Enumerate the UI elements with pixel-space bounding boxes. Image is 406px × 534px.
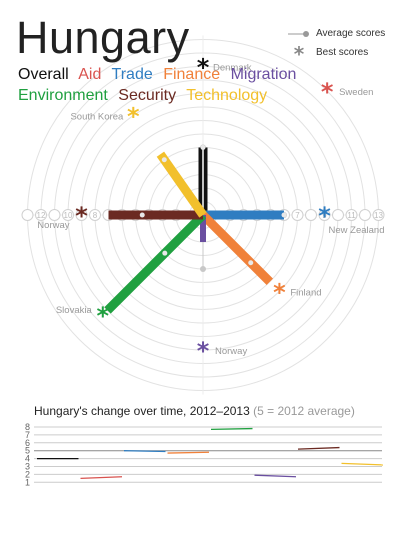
timeline-note: (5 = 2012 average) (253, 404, 355, 418)
best-score-asterisk-migration: * (197, 337, 210, 365)
timeline-segment-security (297, 446, 340, 450)
timeline-ytick: 4 (25, 454, 30, 464)
category-security: Security (118, 87, 177, 104)
category-row-1: Overall Aid Trade Finance Migration (18, 67, 302, 83)
average-dot-on-bar-security (139, 212, 145, 218)
best-country-label: Slovakia (56, 305, 93, 316)
average-dot-on-bar-technology (161, 157, 167, 163)
ring-label-badge (318, 209, 331, 221)
ring-label: 7 (295, 211, 300, 220)
legend-average: Average scores (316, 28, 386, 39)
timeline-ytick: 5 (25, 446, 30, 456)
ring-label-badge (291, 209, 304, 221)
average-dot-on-bar-finance (248, 260, 254, 266)
ring-label-badge (35, 209, 47, 221)
ring-label-badge (372, 209, 385, 221)
score-bar-technology (156, 151, 207, 218)
best-country-label: Finland (290, 287, 321, 298)
ring-label-badge (332, 209, 344, 221)
score-bar-finance (199, 211, 274, 286)
best-country-label: New Zealand (329, 225, 385, 236)
timeline-ytick: 2 (25, 469, 30, 479)
best-score-asterisk-finance: * (273, 278, 286, 306)
best-score-asterisk-technology: * (127, 102, 140, 130)
ring-label-badge (359, 209, 371, 221)
category-finance: Finance (163, 66, 221, 83)
legend-best: Best scores (316, 47, 369, 58)
average-dot-on-bar-environment (162, 250, 168, 256)
best-score-asterisk-trade: * (318, 202, 331, 230)
timeline-ytick: 7 (25, 430, 30, 440)
best-country-label: Denmark (213, 63, 252, 74)
timeline-title-text: Hungary's change over time, 2012–2013 (34, 404, 250, 418)
ring-label: 13 (374, 211, 383, 220)
category-aid: Aid (78, 66, 102, 83)
category-environment: Environment (18, 87, 108, 104)
ring-label: 10 (64, 211, 73, 220)
best-score-asterisk-security: * (75, 202, 88, 230)
timeline-title: Hungary's change over time, 2012–2013 (5… (34, 404, 355, 418)
best-score-asterisk-environment: * (96, 302, 109, 330)
ring-label-badge (345, 209, 358, 221)
best-score-asterisk-overall: * (197, 54, 210, 82)
average-dot-migration (200, 266, 206, 272)
ring-label: 11 (347, 211, 356, 220)
timeline-ytick: 3 (25, 462, 30, 472)
ring-label: 9 (322, 211, 327, 220)
best-country-label: Norway (215, 346, 247, 357)
timeline-segment-technology (341, 462, 384, 466)
best-country-label: Sweden (339, 87, 373, 98)
ring-label-badge (75, 209, 88, 221)
timeline-ytick: 1 (25, 477, 30, 487)
timeline-segment-migration (254, 474, 297, 478)
category-overall: Overall (18, 66, 69, 83)
average-dot-on-bar-overall (200, 145, 206, 150)
best-score-asterisk-aid: * (321, 78, 334, 106)
timeline-segment-environment (210, 427, 253, 431)
category-row-2: Environment Security Technology (18, 88, 273, 104)
category-trade: Trade (111, 66, 153, 83)
timeline-segment-aid (80, 476, 123, 479)
timeline-segment-finance (167, 451, 210, 454)
average-dot-on-bar-trade (281, 212, 287, 218)
ring-label-badge (21, 209, 34, 221)
ring-label-badge (305, 209, 317, 221)
ring-label: 8 (93, 211, 98, 220)
timeline-segment-trade (123, 450, 166, 453)
legend-best-asterisk: * (294, 42, 305, 66)
legend-average-dot (303, 31, 309, 37)
ring-label-badge (89, 209, 101, 221)
best-country-label: South Korea (70, 111, 124, 122)
category-migration: Migration (230, 66, 297, 83)
ring-label-badge (48, 209, 61, 221)
category-technology: Technology (186, 87, 268, 104)
best-country-label: Norway (37, 220, 69, 231)
ring-label-badge (62, 209, 74, 221)
ring-label: 12 (37, 211, 46, 220)
score-bar-environment (104, 211, 207, 314)
timeline-ytick: 8 (25, 422, 30, 432)
page-title: Hungary (16, 12, 190, 63)
timeline-ytick: 6 (25, 438, 30, 448)
